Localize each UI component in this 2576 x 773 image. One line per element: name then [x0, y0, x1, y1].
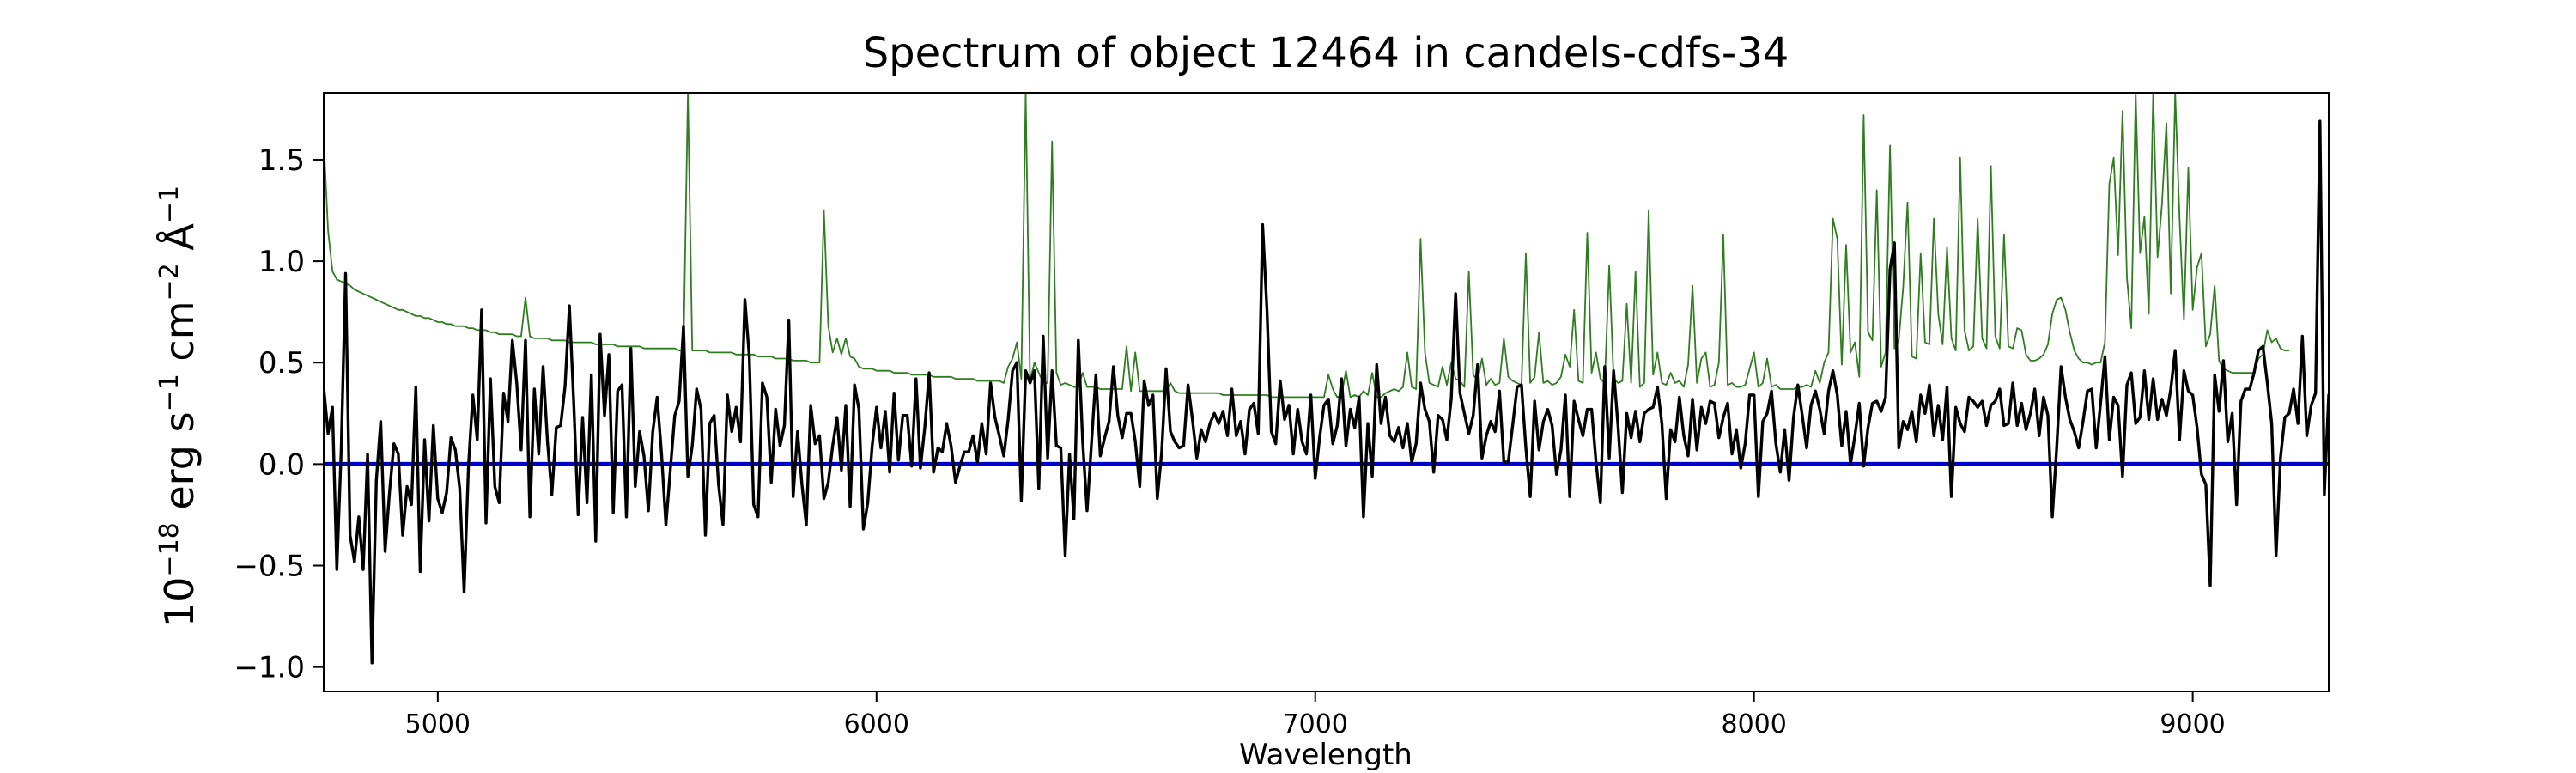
- y-tick-label: 1.5: [258, 143, 305, 178]
- y-axis: −1.0 −0.5 0.0 0.5 1.0 1.5: [234, 143, 324, 685]
- x-axis: 5000 6000 7000 8000 9000: [405, 691, 2226, 740]
- y-tick-label: 1.0: [258, 245, 305, 279]
- chart-title: Spectrum of object 12464 in candels-cdfs…: [863, 29, 1789, 77]
- x-tick-label: 5000: [405, 709, 471, 740]
- x-tick-label: 6000: [844, 709, 909, 740]
- x-axis-label: Wavelength: [1239, 738, 1413, 772]
- y-tick-label: 0.5: [258, 346, 305, 380]
- y-axis-label: 10−18 erg s−1 cm−2 Å−1: [155, 186, 203, 627]
- y-tick-label: −0.5: [234, 550, 305, 584]
- x-tick-label: 7000: [1283, 709, 1348, 740]
- y-tick-label: 0.0: [258, 447, 305, 482]
- series-line-error: [324, 93, 2289, 399]
- x-tick-label: 9000: [2160, 709, 2225, 740]
- series-line-flux: [324, 119, 2329, 665]
- plot-frame: [323, 92, 2330, 692]
- plot-area: [324, 93, 2329, 665]
- y-tick-label: −1.0: [234, 651, 305, 685]
- x-tick-label: 8000: [1721, 709, 1786, 740]
